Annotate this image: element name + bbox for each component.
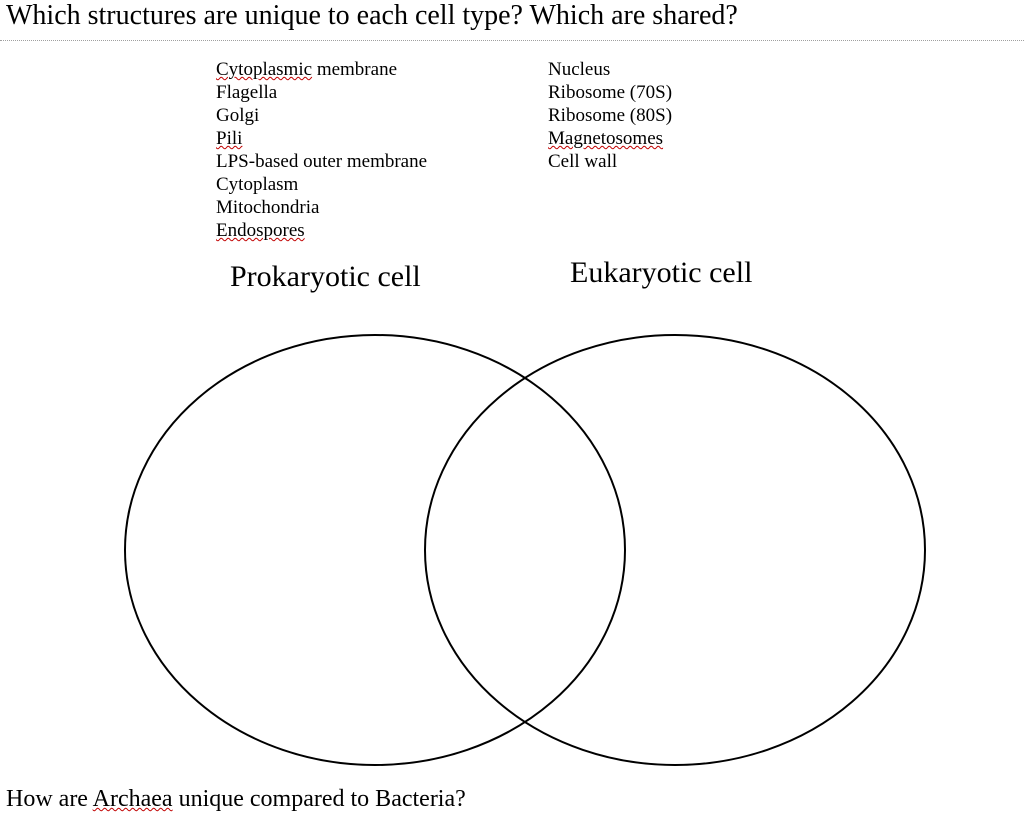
term-item: Pili [216,127,427,150]
worksheet-page: Which structures are unique to each cell… [0,0,1024,826]
venn-circles [100,300,950,780]
term-spellcheck: Magnetosomes [548,128,663,149]
footer-err: Archaea [93,786,173,812]
term-item: LPS-based outer membrane [216,150,427,173]
term-text: Golgi [216,105,259,126]
footer-post: unique compared to Bacteria? [173,786,466,812]
venn-label-right: Eukaryotic cell [570,256,752,290]
venn-circle-left [125,335,625,765]
footer-pre: How are [6,786,93,812]
term-list-col1: Cytoplasmic membraneFlagellaGolgiPiliLPS… [216,58,427,242]
term-spellcheck: Endospores [216,220,305,241]
term-item: Nucleus [548,58,672,81]
term-text: membrane [312,59,397,80]
term-text: Flagella [216,82,277,103]
venn-label-left: Prokaryotic cell [230,260,421,294]
term-item: Ribosome (70S) [548,81,672,104]
term-spellcheck: Pili [216,128,242,149]
term-text: Ribosome (80S) [548,105,672,126]
term-item: Endospores [216,219,427,242]
term-text: Cell wall [548,151,617,172]
page-title: Which structures are unique to each cell… [6,0,738,32]
term-item: Magnetosomes [548,127,672,150]
term-spellcheck: Cytoplasmic [216,59,312,80]
term-item: Ribosome (80S) [548,104,672,127]
venn-circle-right [425,335,925,765]
term-item: Flagella [216,81,427,104]
term-text: Mitochondria [216,197,319,218]
term-list-col2: NucleusRibosome (70S)Ribosome (80S)Magne… [548,58,672,173]
term-text: Ribosome (70S) [548,82,672,103]
term-text: Nucleus [548,59,610,80]
term-text: LPS-based outer membrane [216,151,427,172]
title-divider [0,40,1024,41]
term-item: Mitochondria [216,196,427,219]
term-item: Cell wall [548,150,672,173]
term-item: Cytoplasmic membrane [216,58,427,81]
footer-question: How are Archaea unique compared to Bacte… [6,786,466,813]
term-item: Cytoplasm [216,173,427,196]
venn-diagram: Prokaryotic cell Eukaryotic cell [0,260,1024,770]
term-item: Golgi [216,104,427,127]
term-text: Cytoplasm [216,174,298,195]
